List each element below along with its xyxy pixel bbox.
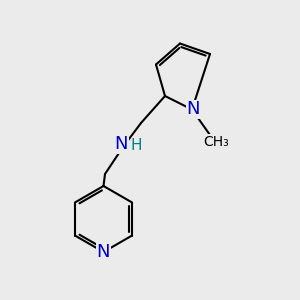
Text: N: N <box>97 243 110 261</box>
Text: N: N <box>115 135 128 153</box>
Text: CH₃: CH₃ <box>203 135 229 148</box>
Text: H: H <box>131 138 142 153</box>
Text: N: N <box>187 100 200 118</box>
